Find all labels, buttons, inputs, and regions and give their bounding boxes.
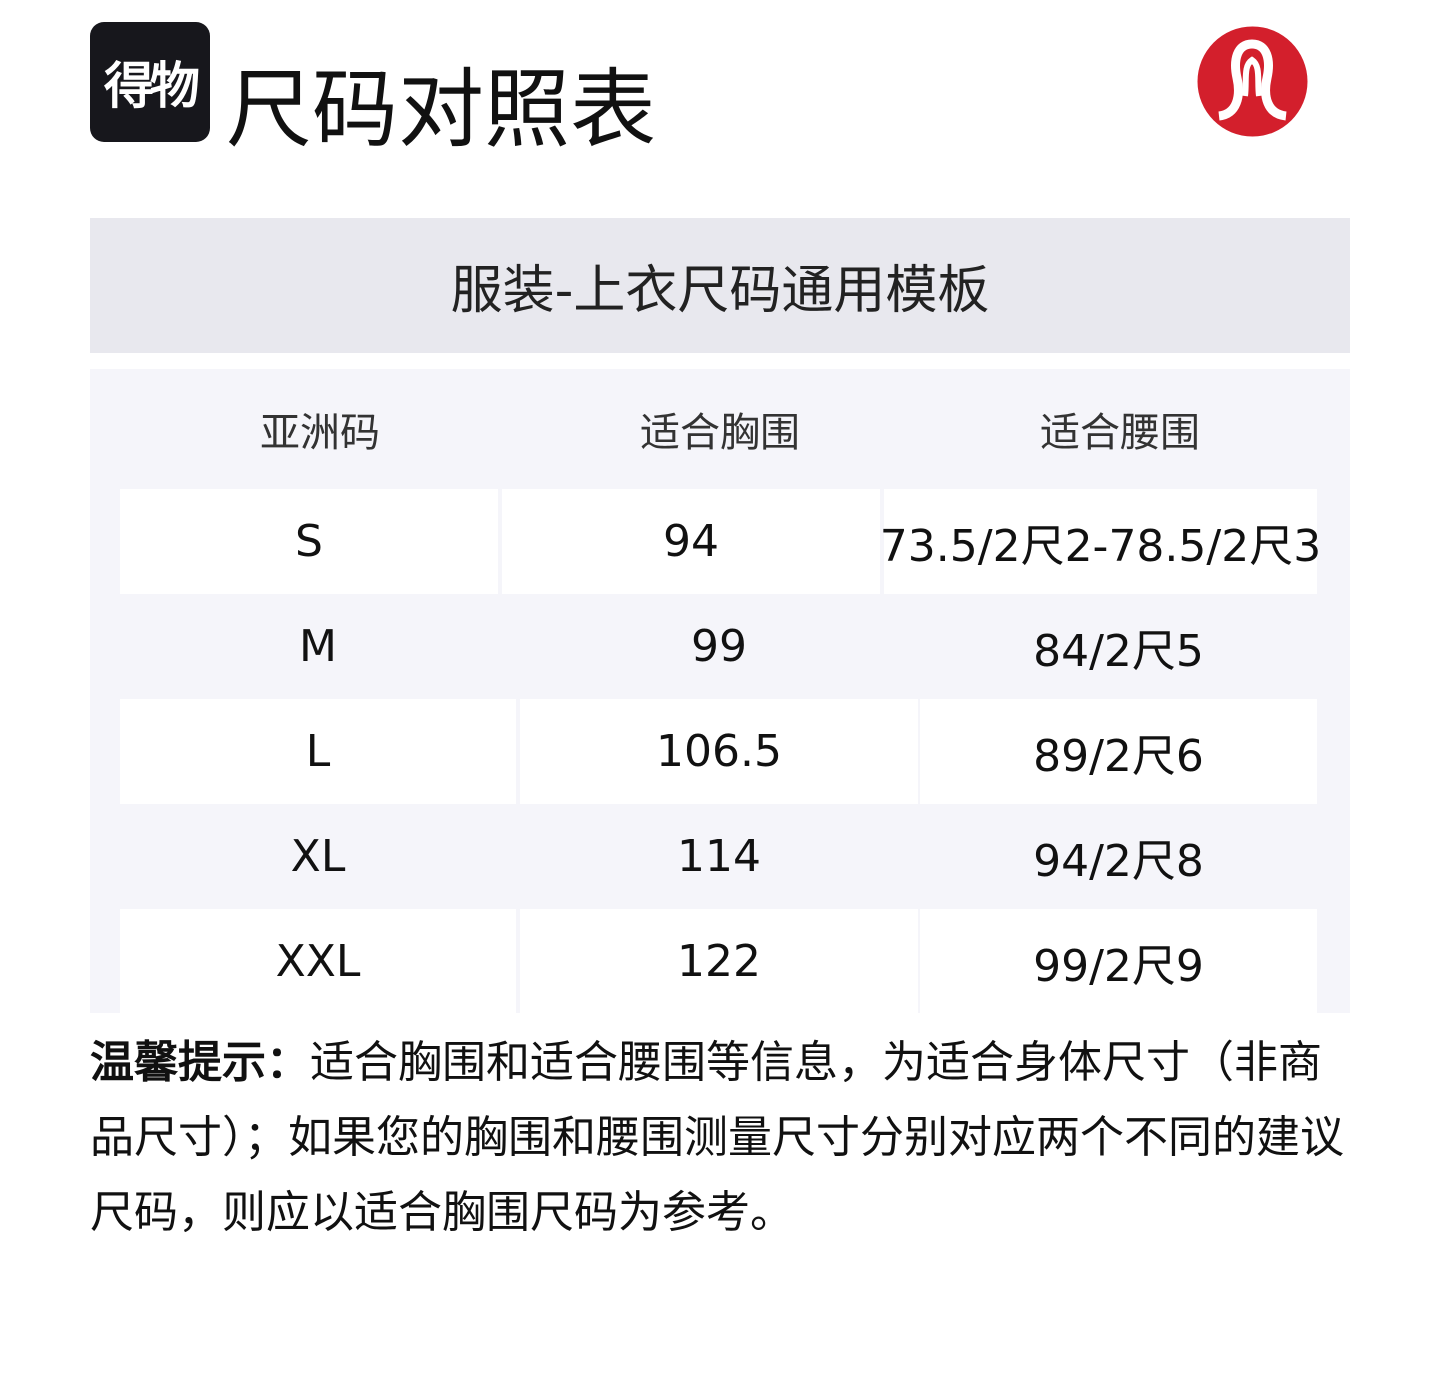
page-title: 尺码对照表 (226, 60, 656, 160)
chest-cell: 106.5 (520, 699, 918, 804)
column-header-asian-size: 亚洲码 (260, 410, 380, 456)
waist-cell: 94/2尺8 (1033, 835, 1204, 887)
column-header-waist: 适合腰围 (1040, 410, 1200, 456)
table-row: XXL 122 99/2尺9 (120, 909, 1317, 1014)
tip-text: 适合胸围和适合腰围等信息，为适合身体尺寸（非商品尺寸）；如果您的胸围和腰围测量尺… (90, 1037, 1344, 1238)
chest-cell: 114 (677, 831, 761, 882)
size-cell: XL (290, 831, 346, 882)
table-row: M 99 84/2尺5 (120, 594, 1317, 699)
column-header-chest: 适合胸围 (640, 410, 800, 456)
table-row: S 94 73.5/2尺2-78.5/2尺3 (120, 489, 1321, 594)
chest-cell: 94 (502, 489, 880, 594)
waist-cell: 84/2尺5 (1033, 625, 1204, 677)
waist-cell: 99/2尺9 (920, 909, 1317, 1014)
size-table: 亚洲码 适合胸围 适合腰围 S 94 73.5/2尺2-78.5/2尺3 M 9… (90, 369, 1350, 1014)
size-cell: XXL (120, 909, 516, 1014)
size-cell: M (299, 621, 337, 672)
chest-cell: 99 (691, 621, 747, 672)
tip-label: 温馨提示： (90, 1037, 310, 1088)
size-cell: S (120, 489, 498, 594)
lululemon-logo-icon (1197, 26, 1308, 137)
table-row: L 106.5 89/2尺6 (120, 699, 1317, 804)
waist-cell: 73.5/2尺2-78.5/2尺3 (880, 489, 1321, 594)
size-cell: L (120, 699, 516, 804)
table-row: XL 114 94/2尺8 (120, 804, 1317, 909)
chest-cell: 122 (520, 909, 918, 1014)
brand-logo: 得物 (90, 22, 210, 142)
tip-note: 温馨提示：适合胸围和适合腰围等信息，为适合身体尺寸（非商品尺寸）；如果您的胸围和… (90, 1025, 1360, 1250)
waist-cell: 89/2尺6 (920, 699, 1317, 804)
section-title: 服装-上衣尺码通用模板 (90, 218, 1350, 353)
